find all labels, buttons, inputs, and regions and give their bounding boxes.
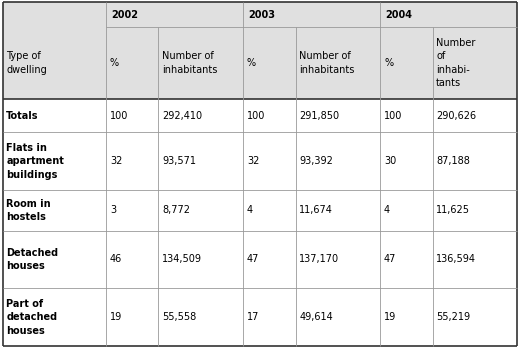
- Bar: [3, 133, 517, 190]
- Text: 4: 4: [247, 205, 253, 215]
- Text: 4: 4: [384, 205, 390, 215]
- Text: 2004: 2004: [385, 9, 412, 19]
- Text: 30: 30: [384, 156, 396, 166]
- Text: 93,392: 93,392: [299, 156, 333, 166]
- Bar: [3, 190, 517, 231]
- Text: %: %: [110, 58, 119, 68]
- Text: 137,170: 137,170: [299, 254, 339, 264]
- Text: %: %: [384, 58, 393, 68]
- Text: Detached
houses: Detached houses: [6, 248, 58, 271]
- Text: 55,558: 55,558: [162, 313, 197, 322]
- Bar: [3, 99, 517, 133]
- Text: 290,626: 290,626: [436, 111, 476, 121]
- Text: 19: 19: [384, 313, 396, 322]
- Text: 2003: 2003: [249, 9, 276, 19]
- Text: Room in
hostels: Room in hostels: [6, 199, 51, 222]
- Text: %: %: [247, 58, 256, 68]
- Text: 100: 100: [384, 111, 402, 121]
- Bar: [3, 27, 517, 99]
- Text: 136,594: 136,594: [436, 254, 476, 264]
- Text: 11,674: 11,674: [299, 205, 333, 215]
- Text: Number of
inhabitants: Number of inhabitants: [299, 52, 355, 75]
- Text: 8,772: 8,772: [162, 205, 190, 215]
- Text: Totals: Totals: [6, 111, 39, 121]
- Text: Number
of
inhabi-
tants: Number of inhabi- tants: [436, 38, 476, 88]
- Text: 47: 47: [384, 254, 396, 264]
- Text: 19: 19: [110, 313, 122, 322]
- Text: 100: 100: [110, 111, 128, 121]
- Text: 3: 3: [110, 205, 116, 215]
- Text: Part of
detached
houses: Part of detached houses: [6, 299, 57, 335]
- Bar: [3, 2, 517, 27]
- Text: 100: 100: [247, 111, 265, 121]
- Text: 32: 32: [110, 156, 122, 166]
- Bar: [3, 231, 517, 288]
- Text: 46: 46: [110, 254, 122, 264]
- Text: Number of
inhabitants: Number of inhabitants: [162, 52, 217, 75]
- Text: 17: 17: [247, 313, 259, 322]
- Text: 49,614: 49,614: [299, 313, 333, 322]
- Text: 93,571: 93,571: [162, 156, 196, 166]
- Text: Flats in
apartment
buildings: Flats in apartment buildings: [6, 143, 64, 180]
- Text: 32: 32: [247, 156, 259, 166]
- Text: 292,410: 292,410: [162, 111, 202, 121]
- Text: 55,219: 55,219: [436, 313, 470, 322]
- Text: 2002: 2002: [111, 9, 138, 19]
- Bar: [3, 288, 517, 346]
- Text: 47: 47: [247, 254, 259, 264]
- Text: Type of
dwelling: Type of dwelling: [6, 52, 47, 75]
- Text: 87,188: 87,188: [436, 156, 470, 166]
- Text: 134,509: 134,509: [162, 254, 202, 264]
- Text: 291,850: 291,850: [299, 111, 339, 121]
- Text: 11,625: 11,625: [436, 205, 470, 215]
